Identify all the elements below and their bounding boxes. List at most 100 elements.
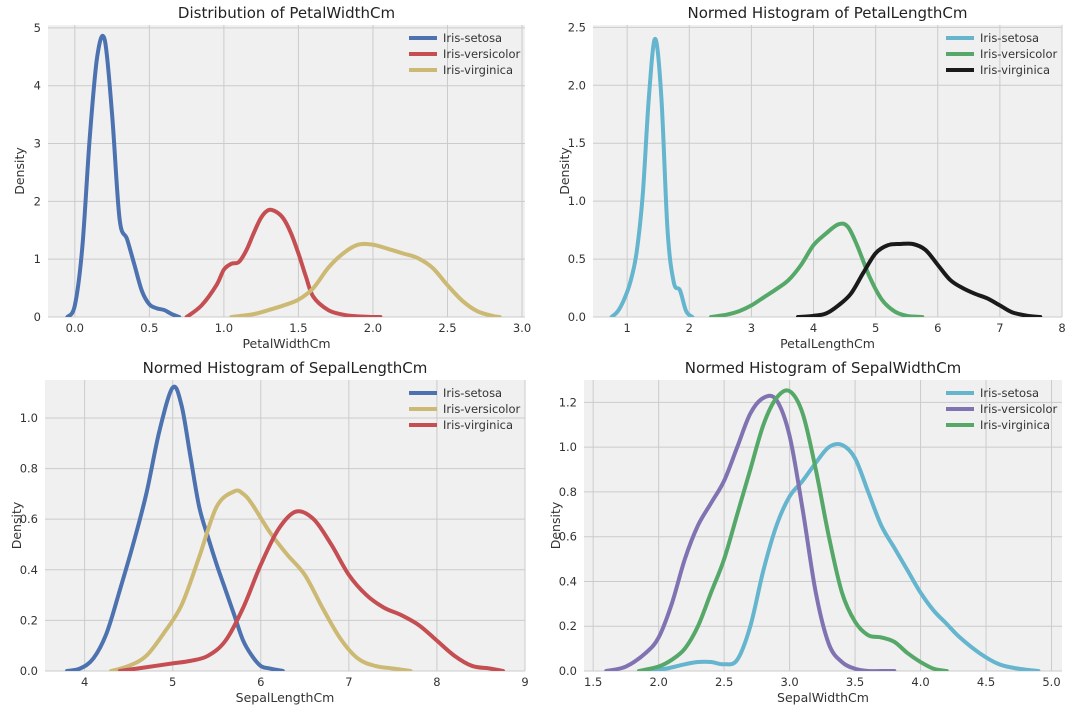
y-tick-label: 0.0 [20,664,38,678]
series-line-2 [109,488,413,671]
legend-label: Iris-virginica [443,418,513,432]
y-tick-label: 3 [34,137,41,151]
legend-label: Iris-setosa [443,386,502,400]
series-group [604,388,1041,671]
x-tick-label: 4.0 [911,675,929,689]
y-tick-label: 0.2 [20,613,38,627]
x-tick-label: 8 [433,675,440,689]
x-tick-label: 4 [810,321,817,335]
x-tick-label: 5 [169,675,176,689]
x-tick-label: 2 [686,321,693,335]
y-axis-label: Density [557,147,572,195]
series-group [65,33,502,317]
y-axis-label: Density [548,501,563,549]
series-line-3 [117,509,505,671]
y-tick-label: 1 [34,252,41,266]
x-tick-label: 7 [996,321,1003,335]
x-tick-label: 4 [81,675,88,689]
legend-label: Iris-setosa [443,31,502,45]
series-line-3 [637,388,949,671]
y-tick-label: 1.0 [559,440,577,454]
y-tick-label: 0.2 [559,619,577,633]
y-tick-label: 2 [34,194,41,208]
chart-title: Normed Histogram of SepalLengthCm [143,359,428,377]
y-tick-label: 4 [34,79,41,93]
x-axis-label: PetalLengthCm [780,336,875,351]
chart-1: 0.0 0.5 1.0 1.5 2.0 2.5 3.0 0 1 2 3 4 5 Distribution … [12,4,531,351]
y-tick-label: 5 [34,21,41,35]
legend-label: Iris-versicolor [443,402,521,416]
y-tick-label: 1.0 [568,194,586,208]
series-group [65,384,505,671]
legend-label: Iris-virginica [980,418,1050,432]
y-tick-label: 0.6 [20,512,38,526]
plot-area [48,25,525,317]
y-tick-label: 0.8 [20,462,38,476]
series-line-2 [604,393,897,671]
legend-label: Iris-versicolor [980,402,1058,416]
y-tick-label: 1.2 [559,395,577,409]
series-line-1 [643,442,1041,671]
series-line-3 [795,241,1043,317]
series-line-2 [184,207,383,317]
x-tick-label: 2.0 [649,675,667,689]
series-line-2 [709,221,925,317]
y-axis-label: Density [12,147,27,195]
chart-title: Normed Histogram of SepalWidthCm [685,359,962,377]
x-tick-label: 8 [1058,321,1065,335]
x-tick-label: 2.5 [438,321,456,335]
legend-label: Iris-versicolor [980,47,1058,61]
y-tick-label: 0.0 [568,310,586,324]
series-line-1 [65,384,285,671]
y-tick-label: 1.0 [20,411,38,425]
chart-2: 1 2 3 4 5 6 7 8 0.0 0.5 1.0 1.5 2.0 2.5 Normed Histogr… [557,4,1066,351]
y-axis-label: Density [9,501,24,549]
y-tick-label: 0.4 [20,563,38,577]
x-tick-label: 4.5 [977,675,995,689]
legend: Iris-setosa Iris-versicolor Iris-virginica [946,386,1058,432]
x-tick-label: 3.0 [513,321,531,335]
y-tick-label: 0.0 [559,664,577,678]
y-tick-label: 2.0 [568,78,586,92]
legend-label: Iris-setosa [980,386,1039,400]
x-tick-label: 1 [624,321,631,335]
legend-label: Iris-virginica [980,63,1050,77]
x-tick-label: 2.0 [364,321,382,335]
x-axis-label: SepalWidthCm [777,690,869,705]
y-tick-label: 2.5 [568,20,586,34]
x-tick-label: 3.5 [846,675,864,689]
y-tick-label: 0.4 [559,574,577,588]
y-tick-label: 0.5 [568,252,586,266]
legend: Iris-setosa Iris-versicolor Iris-virginica [946,31,1058,77]
chart-3: 4 5 6 7 8 9 0.0 0.2 0.4 0.6 0.8 1.0 Normed Histogram… [9,359,529,705]
x-tick-label: 1.5 [584,675,602,689]
y-tick-label: 0 [34,310,41,324]
series-line-1 [65,33,182,317]
x-axis-label: SepalLengthCm [236,690,335,705]
x-tick-label: 9 [521,675,528,689]
x-tick-label: 2.5 [715,675,733,689]
x-tick-label: 1.0 [215,321,233,335]
series-line-1 [609,36,695,317]
legend-label: Iris-setosa [980,31,1039,45]
x-tick-label: 6 [934,321,941,335]
legend: Iris-setosa Iris-versicolor Iris-virginica [409,386,521,432]
chart-title: Normed Histogram of PetalLengthCm [687,4,967,22]
series-line-3 [229,241,502,317]
x-tick-label: 0.0 [66,321,84,335]
y-tick-label: 0.8 [559,485,577,499]
plot-area [45,380,525,671]
legend: Iris-setosa Iris-versicolor Iris-virginica [409,31,521,77]
legend-label: Iris-versicolor [443,47,521,61]
y-tick-label: 0.6 [559,530,577,544]
x-axis-label: PetalWidthCm [242,336,330,351]
chart-title: Distribution of PetalWidthCm [178,4,395,22]
series-group [609,36,1043,317]
x-tick-label: 5.0 [1042,675,1060,689]
x-tick-label: 5 [872,321,879,335]
x-tick-label: 7 [345,675,352,689]
legend-label: Iris-virginica [443,63,513,77]
x-tick-label: 0.5 [140,321,158,335]
x-tick-label: 6 [257,675,264,689]
